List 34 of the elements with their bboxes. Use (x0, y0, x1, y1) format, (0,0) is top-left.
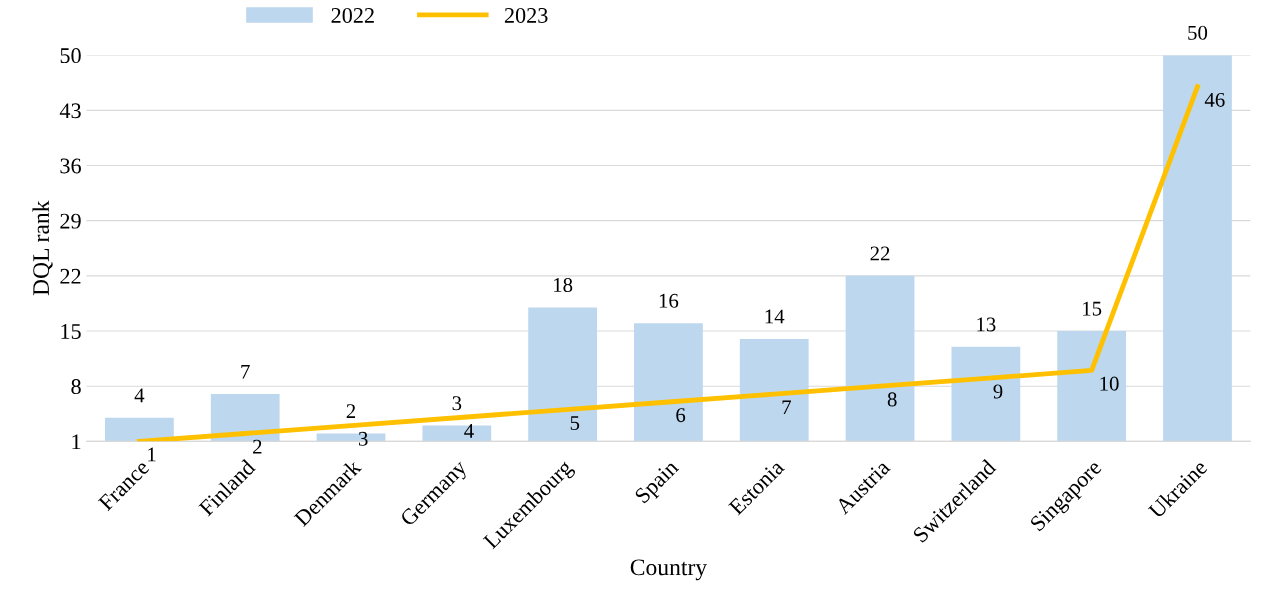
data-label: 7 (241, 364, 250, 379)
data-label: 8 (887, 392, 897, 407)
y-tick-label: 15 (61, 324, 81, 339)
data-label: 4 (134, 388, 145, 403)
data-label: 14 (765, 309, 785, 324)
data-label: 9 (993, 384, 1003, 399)
legend-label: 2023 (504, 7, 548, 23)
data-label: 18 (554, 277, 573, 293)
data-label: 16 (659, 293, 679, 308)
y-tick-label: 43 (59, 103, 81, 119)
data-label: 3 (358, 431, 368, 446)
data-label: 2 (346, 404, 356, 418)
data-label: 3 (452, 396, 462, 411)
data-label: 1 (148, 447, 156, 462)
data-label: 7 (782, 400, 792, 415)
data-label: 46 (1204, 92, 1225, 107)
data-label: 22 (870, 246, 890, 261)
y-tick-label: 22 (60, 268, 81, 284)
data-label: 50 (1188, 25, 1208, 40)
y-tick-label: 36 (60, 158, 81, 174)
y-tick-label: 50 (60, 48, 81, 64)
x-axis-title: Country (630, 559, 708, 581)
y-tick-label: 8 (71, 379, 81, 395)
legend-label: 2022 (331, 7, 374, 23)
data-label: 2 (253, 439, 262, 454)
data-label: 6 (676, 408, 686, 423)
data-label: 4 (464, 424, 474, 438)
data-label: 10 (1100, 376, 1119, 391)
data-label: 15 (1083, 301, 1102, 316)
data-label: 13 (977, 317, 996, 332)
data-label: 5 (570, 416, 580, 431)
y-tick-label: 29 (60, 213, 81, 229)
y-axis-title: DQL rank (32, 200, 53, 296)
y-tick-label: 1 (72, 434, 81, 450)
